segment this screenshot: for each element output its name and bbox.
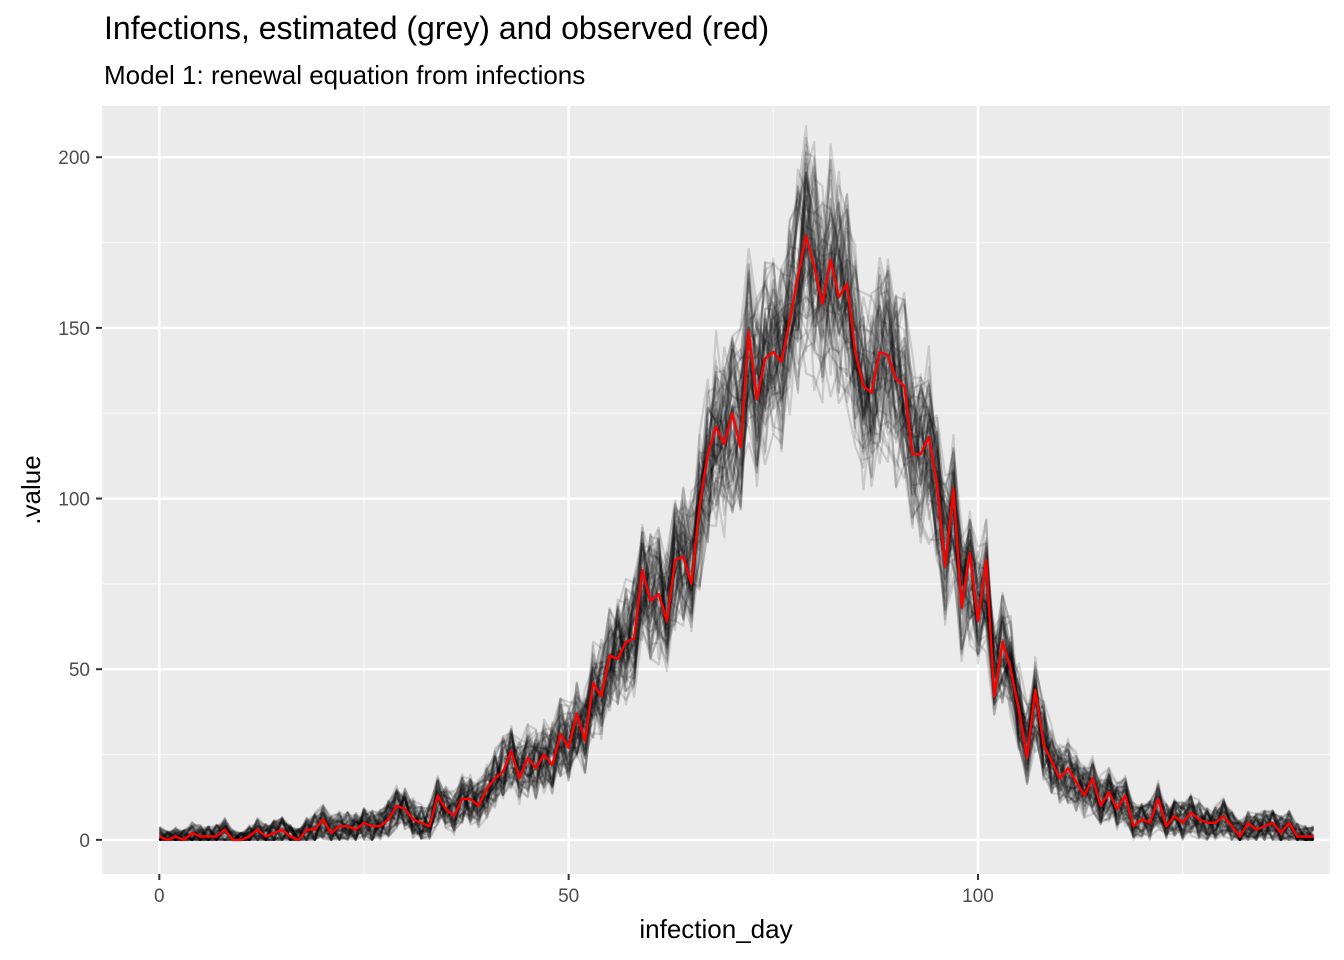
estimated-draw-line [158, 253, 1315, 842]
estimated-draw-line [158, 203, 1315, 842]
estimated-draw-line [158, 171, 1315, 842]
estimated-draw-line [159, 174, 1315, 842]
estimated-draw-line [158, 236, 1314, 842]
estimated-draw-line [158, 265, 1314, 842]
estimated-draw-line [158, 248, 1315, 842]
estimated-draw-line [158, 252, 1314, 842]
minor-gridlines [102, 106, 1330, 874]
estimated-draw-line [159, 206, 1315, 842]
estimated-draw-line [159, 171, 1315, 842]
observed-line-group [158, 234, 1314, 842]
estimated-draw-line [158, 184, 1314, 842]
y-tick-label: 150 [58, 319, 90, 340]
estimated-draw-line [158, 168, 1314, 842]
y-tick-label: 100 [58, 490, 90, 511]
y-axis-title: .value [16, 455, 46, 524]
estimated-draw-line [158, 194, 1314, 842]
estimated-draw-line [158, 233, 1314, 842]
estimated-draw-line [159, 151, 1315, 842]
x-tick-label: 100 [962, 886, 994, 907]
estimated-draw-line [158, 162, 1315, 842]
estimated-draw-line [158, 251, 1315, 842]
estimated-draw-line [158, 219, 1314, 842]
estimated-draw-line [159, 184, 1315, 842]
plot-panel [102, 106, 1330, 874]
estimated-draw-line [158, 264, 1314, 842]
chart-title: Infections, estimated (grey) and observe… [104, 10, 770, 46]
estimated-draw-line [159, 136, 1315, 842]
estimated-draw-line [158, 239, 1314, 842]
estimated-draw-line [158, 215, 1315, 842]
observed-line [158, 234, 1314, 842]
estimated-draw-line [159, 228, 1315, 842]
estimated-draw-line [159, 171, 1315, 842]
estimated-lines [158, 124, 1315, 842]
estimated-draw-line [158, 259, 1314, 842]
estimated-draw-line [158, 175, 1314, 842]
estimated-draw-line [159, 180, 1315, 842]
estimated-draw-line [158, 179, 1314, 842]
y-tick-label: 200 [58, 148, 90, 169]
tick-labels: 0 50 100 0 50 100 150 200 [58, 148, 994, 907]
major-gridlines [102, 106, 1330, 874]
estimated-draw-line [158, 143, 1314, 842]
x-axis-title: infection_day [639, 914, 792, 944]
chart-subtitle: Model 1: renewal equation from infection… [104, 60, 586, 90]
x-tick-label: 50 [558, 886, 579, 907]
y-tick-label: 0 [79, 831, 90, 852]
axis-ticks [96, 156, 979, 880]
estimated-draw-line [159, 193, 1314, 842]
estimated-draw-line [158, 195, 1315, 842]
y-tick-label: 50 [69, 660, 90, 681]
x-tick-label: 0 [154, 886, 165, 907]
estimated-draw-line [158, 209, 1314, 842]
estimated-draw-line [158, 244, 1314, 842]
